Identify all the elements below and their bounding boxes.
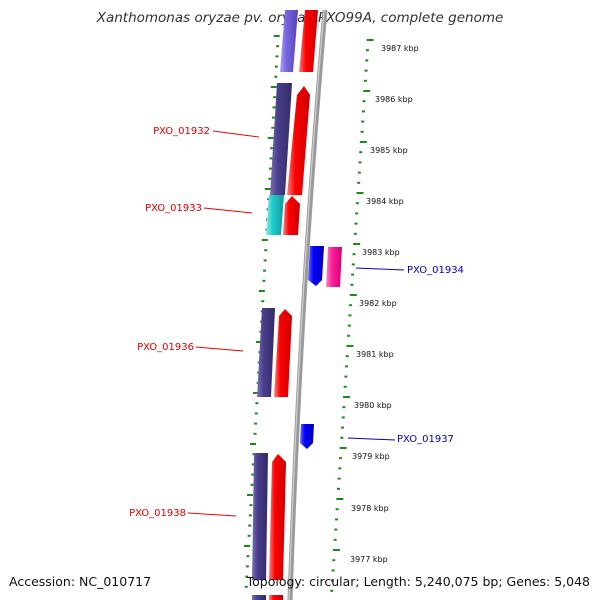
genome-summary-text: Topology: circular; Length: 5,240,075 bp… [246,574,590,589]
scale-label: 3979 kbp [352,452,390,461]
gene-features [252,10,342,600]
gene-label-pxo-01933[interactable]: PXO_01933 [145,203,202,214]
scale-label: 3978 kbp [351,504,389,513]
gene-feature-red-top[interactable] [269,595,283,600]
genome-backbone [287,9,328,600]
gene-label-pxo-01934[interactable]: PXO_01934 [407,265,464,276]
scale-label: 3980 kbp [354,401,392,410]
scale-labels: 3987 kbp 3986 kbp 3985 kbp 3984 kbp 3983… [350,44,419,564]
scale-label: 3977 kbp [350,555,388,564]
gene-feature-red-arrow[interactable] [274,309,292,397]
gene-label-leaders [187,130,405,517]
gene-labels: PXO_01932 PXO_01933 PXO_01934 PXO_01936 … [129,126,464,519]
gene-feature-dark[interactable] [257,308,275,397]
gene-feature-red-top[interactable] [299,10,318,72]
map-title: Xanthomonas oryzae pv. oryzae PXO99A, co… [96,10,504,26]
gene-feature-dark[interactable] [270,83,292,195]
gene-feature-purple[interactable] [280,10,298,72]
gene-feature-red-arrow[interactable] [269,454,286,580]
scale-label: 3987 kbp [381,44,419,53]
gene-feature-red-arrow[interactable] [283,196,300,235]
gene-feature-cyan[interactable] [266,195,284,235]
gene-label-pxo-01936[interactable]: PXO_01936 [137,342,194,353]
leader-line [212,130,260,138]
gene-feature-blue-arrow[interactable] [308,246,324,286]
leader-line [195,346,244,352]
leader-line [203,207,253,214]
gene-label-pxo-01938[interactable]: PXO_01938 [129,508,186,519]
leader-line [187,512,237,517]
gene-feature-blue-arrow[interactable] [300,424,314,449]
gene-feature-red-arrow[interactable] [287,86,310,195]
scale-label: 3985 kbp [370,146,408,155]
leader-line [347,437,396,441]
accession-text: Accession: NC_010717 [9,574,152,589]
gene-label-pxo-01932[interactable]: PXO_01932 [153,126,210,137]
gene-label-pxo-01937[interactable]: PXO_01937 [397,434,454,445]
scale-label: 3986 kbp [375,95,413,104]
scale-label: 3984 kbp [366,197,404,206]
scale-label: 3981 kbp [356,350,394,359]
scale-label: 3983 kbp [362,248,400,257]
gene-feature-dark[interactable] [252,595,266,600]
genome-backbone-highlight [288,9,325,600]
scale-label: 3982 kbp [359,299,397,308]
leader-line [355,267,405,271]
gene-feature-dark[interactable] [252,453,268,580]
gene-feature-magenta[interactable] [326,247,342,287]
